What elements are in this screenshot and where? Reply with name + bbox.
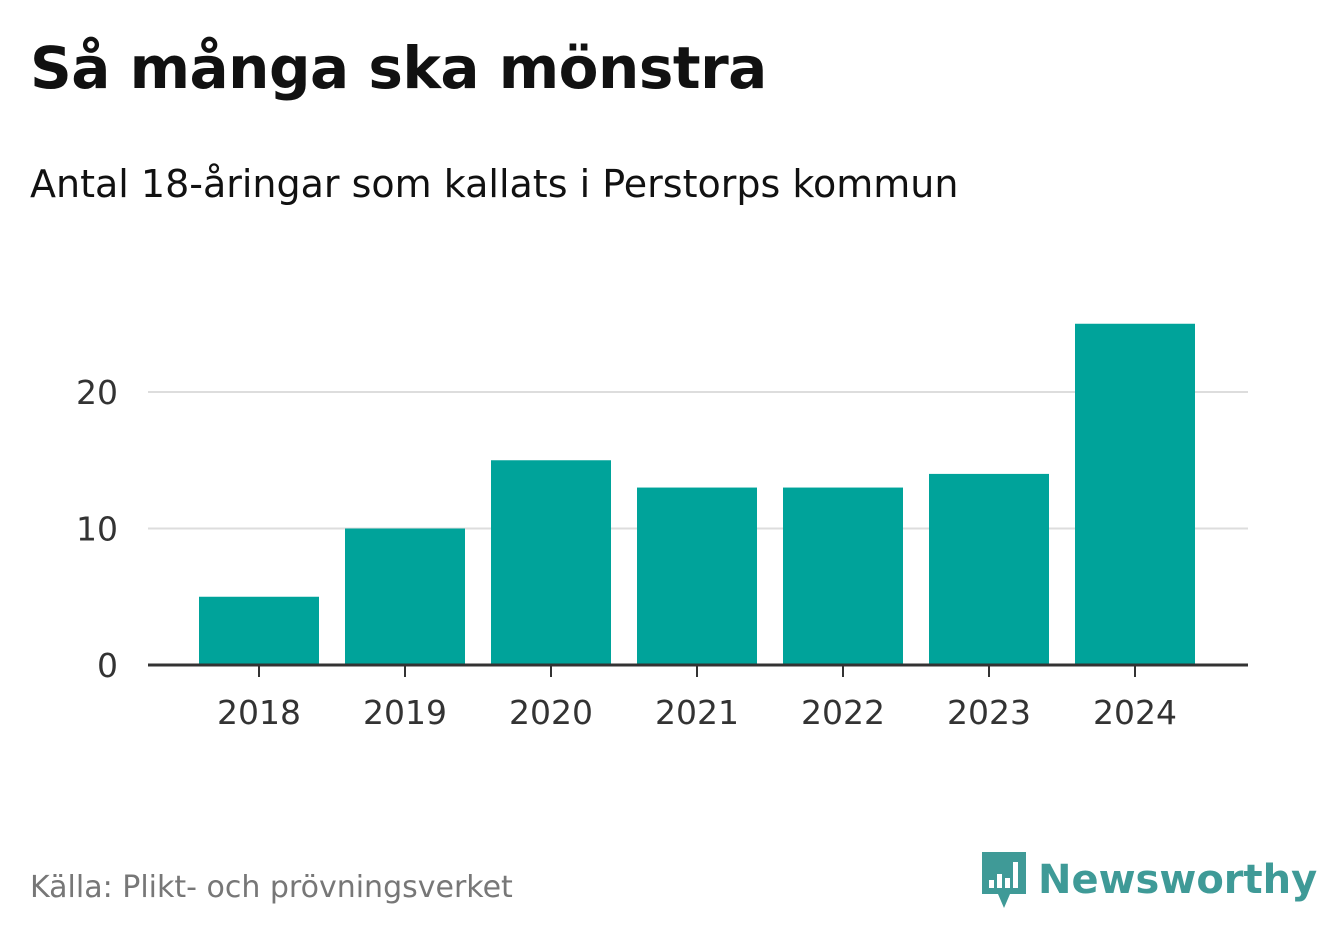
y-tick-label: 20 <box>76 373 118 412</box>
bar <box>783 487 903 665</box>
x-tick-label: 2024 <box>1093 693 1177 732</box>
x-tick-label: 2019 <box>363 693 447 732</box>
bar <box>929 473 1049 665</box>
newsworthy-logo-icon <box>982 852 1026 908</box>
y-tick-label: 10 <box>76 510 118 549</box>
y-tick-label: 0 <box>97 646 118 685</box>
x-tick-label: 2023 <box>947 693 1031 732</box>
bar <box>345 528 465 665</box>
x-tick-label: 2018 <box>217 693 301 732</box>
x-tick-label: 2022 <box>801 693 885 732</box>
brand-name: Newsworthy <box>1038 857 1318 903</box>
bar <box>199 596 319 665</box>
x-tick-label: 2021 <box>655 693 739 732</box>
x-tick-label: 2020 <box>509 693 593 732</box>
bar <box>1075 323 1195 665</box>
brand-logo: Newsworthy <box>980 850 1317 910</box>
chart-subtitle: Antal 18-åringar som kallats i Perstorps… <box>30 162 959 206</box>
bar <box>637 487 757 665</box>
bar <box>491 460 611 665</box>
chart-title: Så många ska mönstra <box>30 34 767 102</box>
source-note: Källa: Plikt- och prövningsverket <box>30 870 513 905</box>
